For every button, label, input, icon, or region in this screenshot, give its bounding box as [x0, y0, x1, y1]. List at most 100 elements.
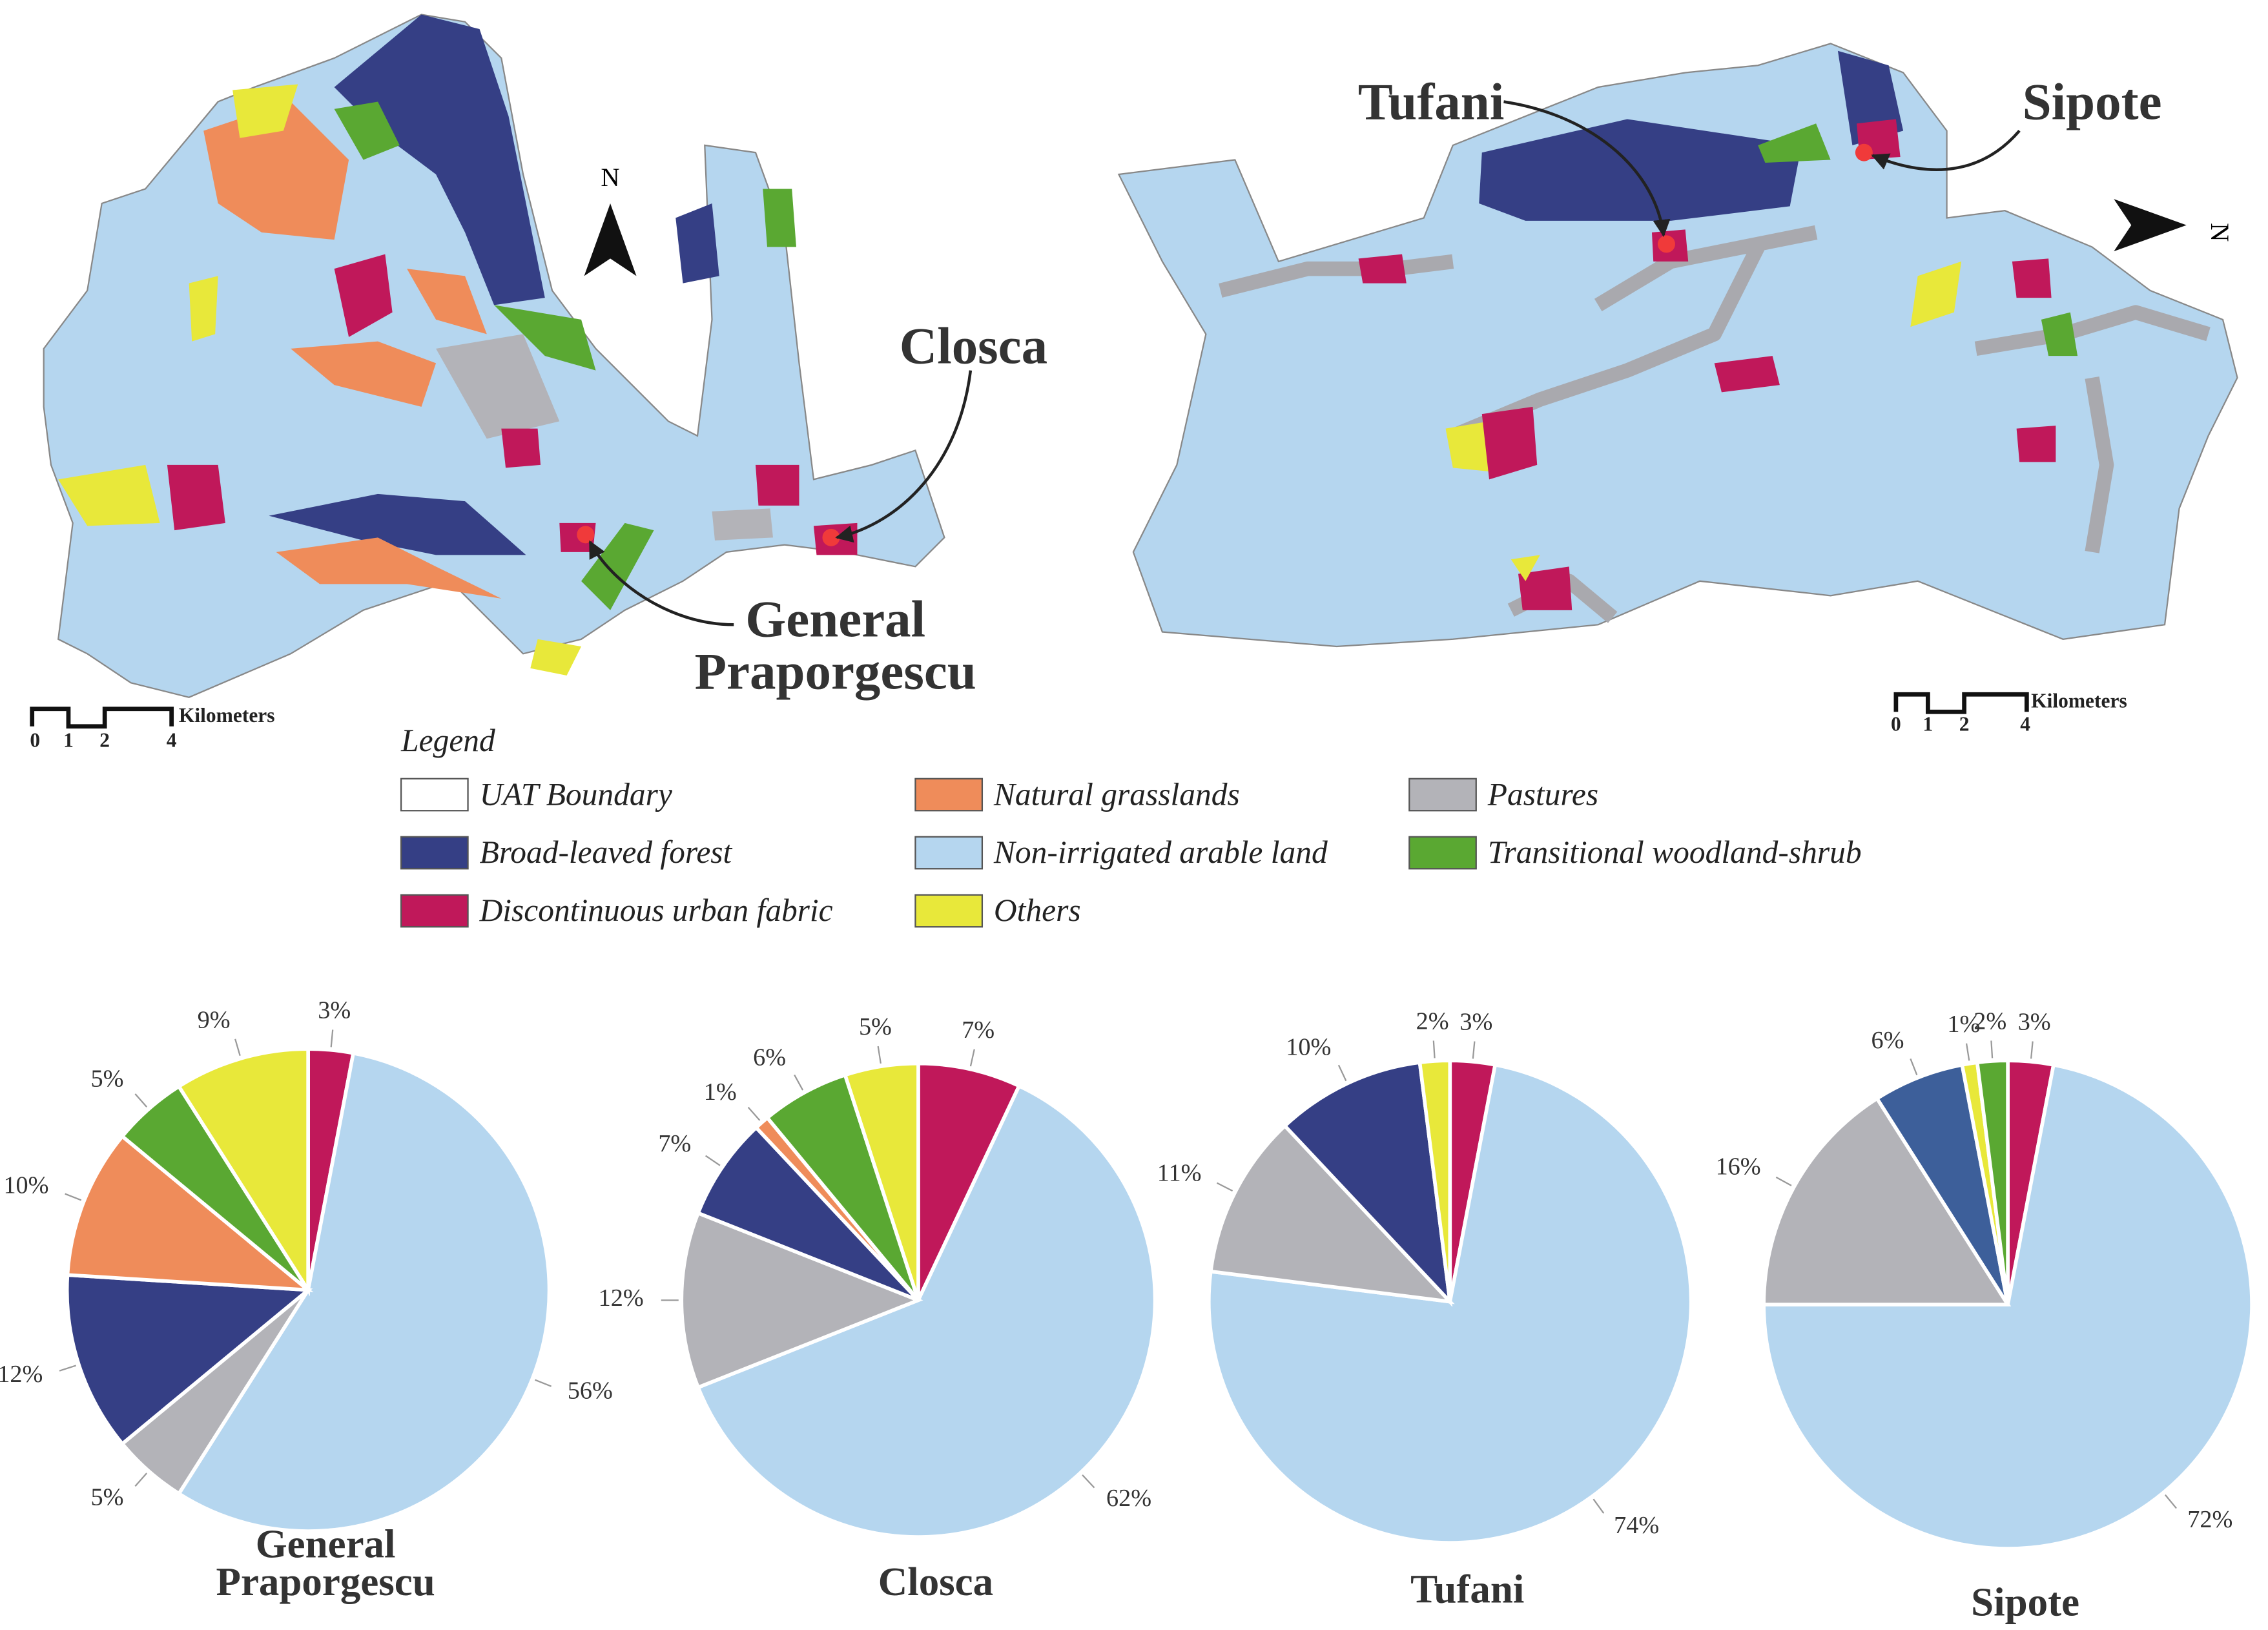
map-label: Closca	[900, 316, 1047, 375]
pie-slice	[1282, 1060, 1453, 1307]
leader-line	[1082, 1474, 1095, 1489]
map-patch	[189, 276, 218, 342]
leader-line	[59, 1365, 77, 1372]
map-patch	[1510, 555, 1540, 581]
leader-line	[1593, 1498, 1605, 1514]
scale-tick-label: 0	[30, 728, 40, 751]
map-label: Tufani	[1358, 72, 1505, 130]
map-patch	[1358, 254, 1407, 284]
pie-slice	[1762, 1062, 2254, 1551]
value-label: 11%	[1157, 1159, 1202, 1186]
legend-label: UAT Boundary	[480, 776, 672, 812]
leader-line	[1910, 1058, 1918, 1075]
scale-bar	[1893, 692, 2029, 714]
map-patch	[1758, 123, 1831, 163]
scale-unit: Kilometers	[2031, 690, 2127, 712]
map-patch	[1479, 119, 1802, 221]
value-label: 5%	[91, 1065, 124, 1092]
map-patch	[1481, 406, 1538, 480]
value-label: 12%	[599, 1284, 644, 1312]
scale-tick-label: 2	[1959, 713, 1970, 736]
map-patch	[334, 101, 400, 160]
map-patch	[581, 522, 654, 610]
pointer-arrow	[588, 540, 734, 626]
value-label: 12%	[0, 1361, 43, 1388]
leader-line	[535, 1379, 552, 1387]
value-label: 7%	[962, 1016, 995, 1044]
leader-line	[1216, 1182, 1233, 1192]
pie-slice	[696, 1083, 1157, 1539]
legend-label: Transitional woodland-shrub	[1488, 834, 1862, 870]
leader-line	[1990, 1040, 1994, 1058]
leader-line	[877, 1046, 881, 1064]
map-label: General Praporgescu	[695, 590, 976, 700]
pie-slice	[1208, 1123, 1455, 1305]
map-patch	[763, 189, 796, 247]
leader-line	[330, 1029, 334, 1047]
leader-line	[969, 1049, 975, 1067]
north-label: N	[601, 163, 619, 192]
leader-line	[234, 1038, 241, 1056]
scale-tick-label: 4	[2020, 713, 2030, 736]
map-patch	[2016, 426, 2056, 462]
leader-line	[134, 1093, 148, 1108]
leader-line	[1472, 1041, 1476, 1059]
scale-bar	[30, 707, 174, 729]
north-label: N	[2205, 223, 2234, 242]
legend-label: Broad-leaved forest	[480, 834, 733, 870]
pie-slice	[1975, 1058, 2010, 1305]
chart-title: Sipote	[1971, 1580, 2079, 1625]
map-patch	[1445, 421, 1497, 473]
location-dot	[577, 526, 595, 544]
leader-line	[65, 1193, 82, 1201]
scale-tick-label: 0	[1891, 713, 1901, 736]
map-patch	[291, 341, 437, 407]
pie-slice	[696, 1125, 920, 1302]
chart-title: General Praporgescu	[216, 1522, 435, 1604]
pasture-network	[1219, 225, 2211, 623]
pointer-arrow	[1871, 129, 2021, 171]
legend-swatch	[400, 894, 469, 928]
map-patch	[1714, 356, 1780, 393]
value-label: 74%	[1614, 1512, 1659, 1539]
location-dot	[1855, 143, 1873, 161]
value-label: 2%	[1416, 1007, 1449, 1035]
map-patch	[334, 14, 545, 305]
value-label: 10%	[1286, 1034, 1331, 1061]
map-label: Sipote	[2023, 72, 2162, 130]
pie-slice	[679, 1210, 923, 1390]
map-patch	[334, 254, 393, 337]
map-patch	[58, 464, 160, 526]
map-patch	[530, 639, 582, 676]
value-label: 6%	[753, 1044, 786, 1071]
scale-tick-label: 1	[63, 728, 74, 751]
legend-label: Non-irrigated arable land	[993, 834, 1328, 870]
map-patch	[407, 269, 487, 335]
value-label: 1%	[1947, 1011, 1980, 1038]
pointer-arrow	[835, 370, 973, 543]
legend-label: Discontinuous urban fabric	[479, 892, 833, 928]
value-label: 10%	[3, 1171, 48, 1199]
leader-line	[1965, 1043, 1970, 1061]
value-label: 72%	[2187, 1506, 2232, 1533]
scale-tick-label: 4	[167, 728, 177, 751]
map-patch	[501, 428, 541, 468]
map-patch	[675, 203, 719, 284]
leader-line	[1775, 1176, 1792, 1186]
legend-swatch	[400, 836, 469, 870]
chart-title: Tufani	[1410, 1566, 1524, 1611]
map-patch	[1910, 261, 1962, 327]
pointer-arrow	[1503, 100, 1671, 238]
legend-swatch	[1408, 778, 1477, 812]
map-patch	[1518, 566, 1572, 610]
legend-label: Others	[994, 892, 1081, 928]
value-label: 16%	[1716, 1153, 1761, 1181]
legend-swatch	[914, 778, 984, 812]
map-patch	[269, 493, 526, 555]
map-patch	[2012, 258, 2052, 298]
value-label: 3%	[2018, 1008, 2051, 1035]
leader-line	[1337, 1064, 1347, 1082]
